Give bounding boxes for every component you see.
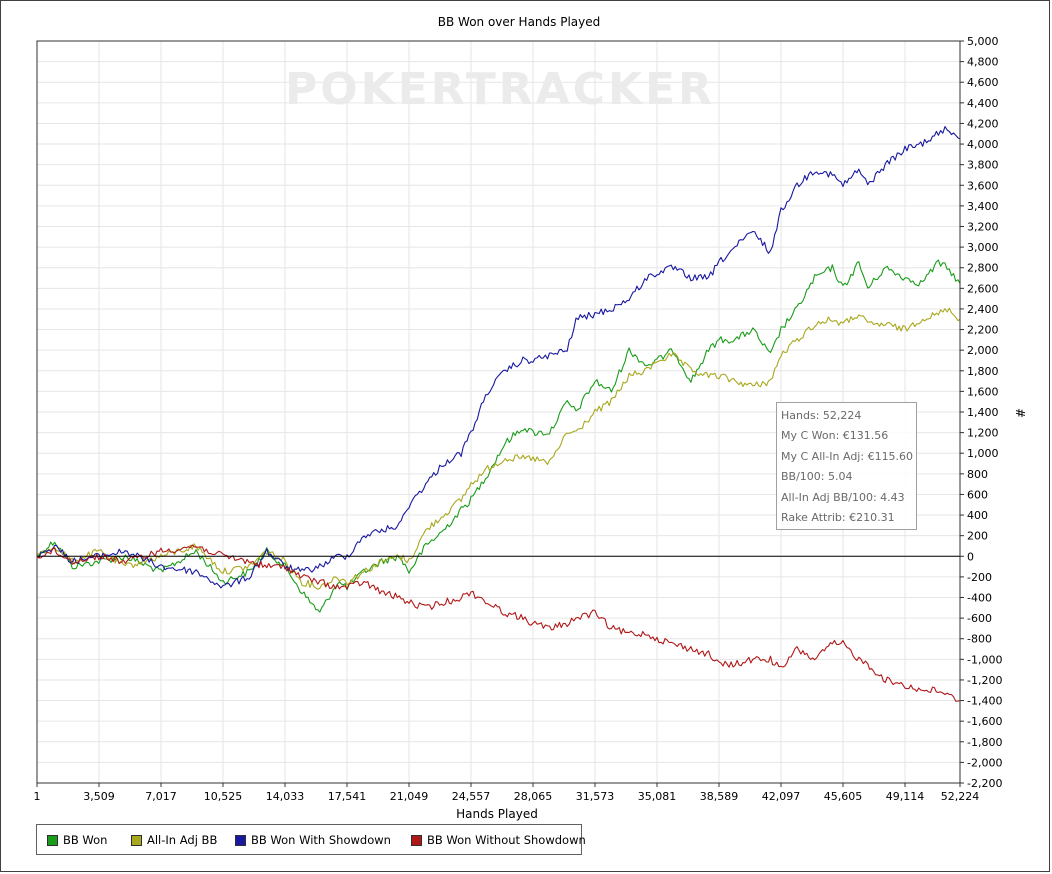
stats-tooltip: Hands: 52,224 My C Won: €131.56 My C All… xyxy=(776,402,917,530)
stat-bb-per-100: BB/100: 5.04 xyxy=(781,470,853,484)
chart-legend: BB Won All-In Adj BB BB Won With Showdow… xyxy=(36,824,586,855)
y-tick-label: -400 xyxy=(967,592,992,605)
y-tick-label: 2,400 xyxy=(967,303,999,316)
y-tick-label: 1,400 xyxy=(967,406,999,419)
x-tick-label: 42,097 xyxy=(762,790,801,803)
legend-label: BB Won xyxy=(63,833,108,847)
y-tick-label: 1,600 xyxy=(967,385,999,398)
y-tick-label: 4,600 xyxy=(967,76,999,89)
y-tick-label: 3,000 xyxy=(967,241,999,254)
y-tick-label: 3,400 xyxy=(967,200,999,213)
y-tick-label: 2,000 xyxy=(967,344,999,357)
chart-title: BB Won over Hands Played xyxy=(438,15,600,29)
x-axis-label: Hands Played xyxy=(456,807,538,821)
stat-hands: Hands: 52,224 xyxy=(781,409,862,422)
x-tick-label: 45,605 xyxy=(824,790,863,803)
y-tick-label: -2,000 xyxy=(967,756,1002,769)
y-tick-label: 2,200 xyxy=(967,324,999,337)
series-line-bb-won-with-showdown xyxy=(36,126,961,589)
y-tick-label: -1,600 xyxy=(967,715,1002,728)
y-tick-label: -2,200 xyxy=(967,777,1002,790)
series-line-all-in-adj-bb xyxy=(36,307,961,590)
y-tick-label: 5,000 xyxy=(967,35,999,48)
x-tick-label: 31,573 xyxy=(576,790,615,803)
series-line-bb-won-without-showdown xyxy=(36,544,961,702)
legend-item-bb-won[interactable]: BB Won xyxy=(47,833,107,847)
y-tick-label: 2,800 xyxy=(967,262,999,275)
y-tick-label: 4,800 xyxy=(967,56,999,69)
y-tick-label: 3,200 xyxy=(967,221,999,234)
y-tick-label: 1,000 xyxy=(967,447,999,460)
y-tick-label: -1,800 xyxy=(967,736,1002,749)
x-tick-label: 35,081 xyxy=(638,790,677,803)
legend-label: All-In Adj BB xyxy=(147,833,218,847)
y-tick-label: -200 xyxy=(967,571,992,584)
x-tick-label: 49,114 xyxy=(886,790,925,803)
y-tick-label: 3,600 xyxy=(967,179,999,192)
x-tick-label: 24,557 xyxy=(452,790,491,803)
x-tick-label: 38,589 xyxy=(700,790,739,803)
legend-swatch xyxy=(235,834,246,846)
series-lines xyxy=(36,126,961,702)
y-axis-ticks: 5,000 4,800 4,600 4,400 4,200 4,000 3,800 3,600… xyxy=(960,35,1002,790)
x-tick-label: 14,033 xyxy=(266,790,305,803)
legend-label: BB Won Without Showdown xyxy=(427,833,586,847)
legend-swatch xyxy=(47,834,58,846)
legend-swatch xyxy=(411,834,422,846)
x-tick-label: 52,224 xyxy=(941,790,980,803)
x-tick-label: 17,541 xyxy=(328,790,367,803)
stat-allin-adj: My C All-In Adj: €115.60 xyxy=(781,449,914,463)
y-tick-label: 400 xyxy=(967,509,988,522)
y-tick-label: 0 xyxy=(967,550,974,563)
y-axis-label: # xyxy=(1013,408,1027,418)
x-tick-label: 3,509 xyxy=(83,790,115,803)
legend-item-without-showdown[interactable]: BB Won Without Showdown xyxy=(411,833,586,847)
legend-item-with-showdown[interactable]: BB Won With Showdown xyxy=(235,833,391,847)
series-line-bb-won xyxy=(36,259,961,613)
y-tick-label: -800 xyxy=(967,633,992,646)
y-tick-label: 200 xyxy=(967,530,988,543)
y-tick-label: 4,200 xyxy=(967,117,999,130)
x-tick-label: 10,525 xyxy=(204,790,243,803)
y-tick-label: 3,800 xyxy=(967,159,999,172)
y-tick-label: 2,600 xyxy=(967,282,999,295)
y-tick-label: 4,400 xyxy=(967,97,999,110)
y-tick-label: -1,200 xyxy=(967,674,1002,687)
y-tick-label: 1,200 xyxy=(967,427,999,440)
pokertracker-watermark: POKERTRACKER xyxy=(285,64,715,115)
x-axis-ticks: 1 3,509 7,017 10,525 14,033 17,541 21,049 24,55… xyxy=(34,783,980,803)
y-tick-label: 1,800 xyxy=(967,365,999,378)
stat-allin-bb-per-100: All-In Adj BB/100: 4.43 xyxy=(781,490,905,504)
legend-label: BB Won With Showdown xyxy=(251,833,391,847)
y-tick-label: -1,400 xyxy=(967,695,1002,708)
stat-won: My C Won: €131.56 xyxy=(781,429,889,443)
x-tick-label: 21,049 xyxy=(390,790,429,803)
y-tick-label: -600 xyxy=(967,612,992,625)
y-tick-label: -1,000 xyxy=(967,653,1002,666)
x-tick-label: 1 xyxy=(34,790,41,803)
stat-rake: Rake Attrib: €210.31 xyxy=(781,510,895,524)
legend-item-allin-adj[interactable]: All-In Adj BB xyxy=(131,833,217,847)
y-tick-label: 4,000 xyxy=(967,138,999,151)
x-tick-label: 7,017 xyxy=(145,790,177,803)
legend-swatch xyxy=(131,834,142,846)
y-tick-label: 800 xyxy=(967,468,988,481)
y-tick-label: 600 xyxy=(967,488,988,501)
x-tick-label: 28,065 xyxy=(514,790,553,803)
